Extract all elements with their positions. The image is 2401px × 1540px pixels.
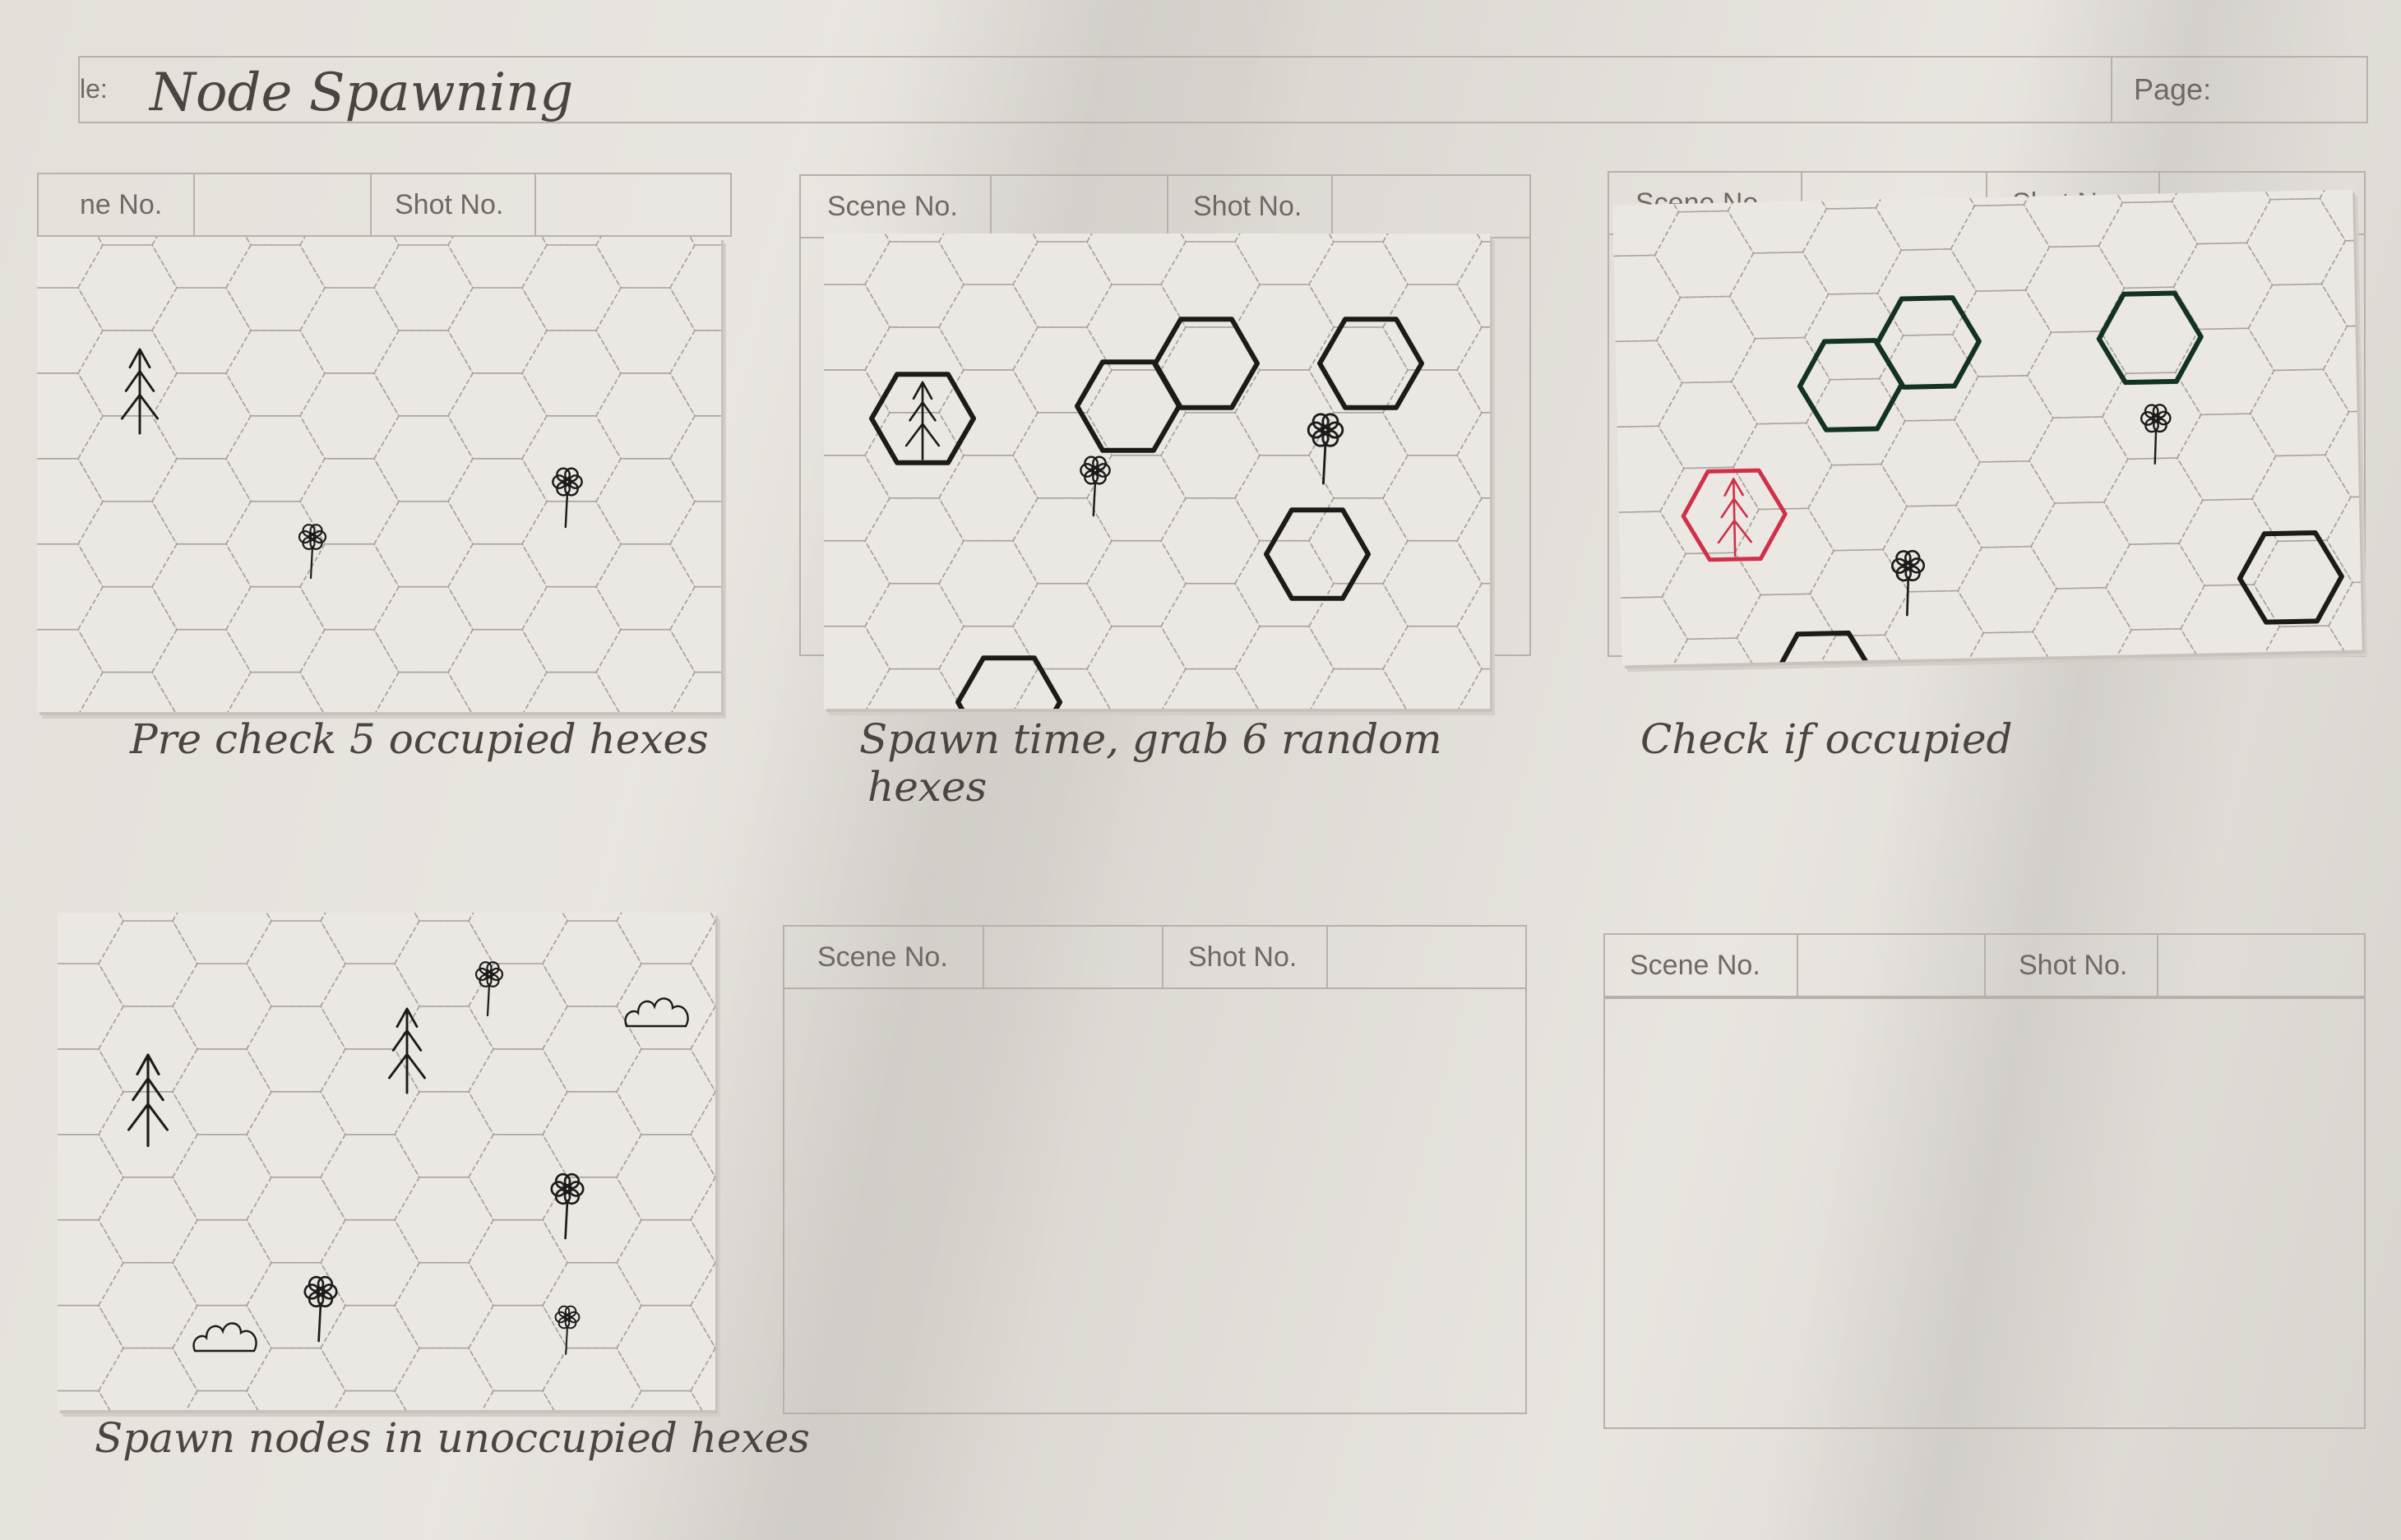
hex-grid [37,237,721,712]
hex-grid [1612,189,2362,666]
hex-grid-lines [824,234,1490,709]
page-title: Node Spawning [150,62,574,123]
panel-caption: Pre check 5 occupied hexes [130,715,709,763]
hex-grid-card [37,237,721,712]
scene-no-label: Scene No. [1630,950,1760,981]
storyboard-panel-3: Scene No. Shot No. [1608,171,2366,677]
scene-no-field [992,176,1168,237]
bush-icon [192,1322,257,1353]
scene-no-label: Scene No. [827,191,958,222]
hex-grid-card [824,234,1490,709]
hex-grid-card [58,913,715,1410]
panel-caption-line-2: hexes [867,763,988,811]
flower-icon [554,1305,581,1355]
flower-icon [550,1172,585,1240]
storyboard-panel-4 [58,913,719,1410]
selected-hex-outline [1317,317,1424,410]
selected-hex-outline [1264,507,1371,601]
shot-no-label: Shot No. [1188,941,1298,973]
panel-header: Scene No. Shot No. [1603,933,2366,997]
selected-hex-outline [869,372,976,465]
storyboard-panel-6: Scene No. Shot No. [1603,933,2366,1429]
panel-caption: Spawn nodes in unoccupied hexes [95,1414,810,1462]
panel-header: ne No. Shot No. [37,173,732,237]
shot-no-label: Shot No. [2019,950,2128,981]
hex-grid-lines [1612,189,2362,666]
page-label: Page: [2134,72,2212,106]
selected-hex-outline [2096,290,2204,386]
page-number-box: Page: [2111,56,2371,123]
storyboard-panel-2: Scene No. Shot No. [799,174,1531,709]
flower-icon [2140,404,2172,465]
title-header: le: Node Spawning Page: [78,56,2368,123]
bush-icon [624,997,689,1028]
hex-grid [824,234,1490,709]
panel-header: Scene No. Shot No. [783,925,1527,989]
hex-grid-lines [37,237,721,712]
flower-icon [1307,413,1344,485]
panel-frame [783,987,1527,1414]
selected-hex-outline [955,655,1062,709]
storyboard-panel-1: ne No. Shot No. [37,173,732,715]
scene-no-field [984,927,1163,987]
hex-grid-card [1612,189,2362,666]
panel-caption: Check if occupied [1640,715,2013,763]
selected-hex-outline [2237,530,2344,625]
shot-no-label: Shot No. [1193,191,1302,222]
selected-hex-outline [1681,468,1788,562]
panel-frame [1603,997,2366,1429]
flower-icon [474,961,504,1017]
storyboard-panel-5: Scene No. Shot No. [783,925,1527,1414]
pine-tree-icon [120,348,160,435]
panel-header: Scene No. Shot No. [799,174,1531,238]
pine-tree-icon [1717,478,1752,557]
flower-icon [552,467,583,529]
flower-icon [1080,456,1111,517]
hex-grid-lines [58,913,715,1410]
scene-no-field [195,174,372,235]
pine-tree-icon [127,1053,169,1148]
selected-hex-outline [1874,295,1982,390]
flower-icon [298,524,327,580]
flower-icon [303,1275,338,1343]
selected-hex-outline [1770,630,1878,666]
scene-no-label: ne No. [80,189,163,220]
selected-hex-outline [1153,317,1260,410]
panel-caption: Spawn time, grab 6 random [859,715,1442,763]
selected-hex-outline [1797,338,1904,432]
scene-no-label: Scene No. [817,941,948,973]
title-label: le: [80,74,108,104]
shot-no-label: Shot No. [395,189,504,220]
hex-grid [58,913,715,1410]
scene-no-field [1798,935,1986,996]
pine-tree-icon [904,381,941,460]
flower-icon [1890,549,1926,617]
pine-tree-icon [387,1007,427,1094]
